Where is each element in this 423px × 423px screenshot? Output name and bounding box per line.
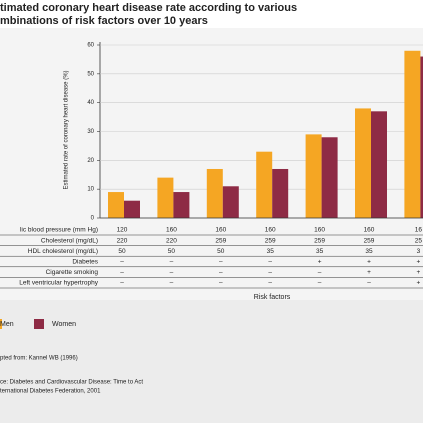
- table-cell: +: [318, 259, 322, 266]
- bar: [321, 137, 338, 218]
- table-cell: –: [268, 269, 272, 276]
- table-cell: –: [318, 269, 322, 276]
- note: ce: Diabetes and Cardiovascular Disease:…: [0, 380, 143, 386]
- table-cell: –: [219, 269, 223, 276]
- y-tick-label: 20: [87, 158, 94, 164]
- table-cell: –: [170, 280, 174, 287]
- row-label: Diabetes: [72, 259, 98, 266]
- table-cell: +: [367, 259, 371, 266]
- row-label: HDL cholesterol (mg/dL): [28, 248, 98, 255]
- table-cell: 120: [117, 227, 128, 234]
- table-cell: 160: [314, 227, 325, 234]
- table-cell: +: [367, 269, 371, 276]
- row-label: lic blood pressure (mm Hg): [20, 227, 98, 234]
- legend-swatch: [34, 319, 44, 329]
- table-cell: +: [417, 269, 421, 276]
- table-cell: 220: [117, 237, 128, 244]
- bar: [355, 108, 371, 218]
- table-cell: 160: [265, 227, 276, 234]
- table-cell: 35: [267, 248, 275, 255]
- chart-title: timated coronary heart disease rate acco…: [0, 2, 297, 14]
- table-cell: 259: [265, 237, 276, 244]
- bar: [206, 168, 223, 218]
- table-cell: –: [170, 259, 174, 266]
- table-cell: 50: [118, 248, 126, 255]
- bar: [272, 168, 289, 218]
- table-cell: 35: [316, 248, 324, 255]
- y-tick-label: 10: [87, 187, 94, 193]
- table-cell: 220: [166, 237, 177, 244]
- table-cell: 3: [417, 248, 421, 255]
- y-axis-label: Estimated rate of coronary heart disease…: [64, 70, 70, 189]
- y-tick-label: 50: [87, 71, 94, 77]
- table-cell: 50: [168, 248, 176, 255]
- y-tick-label: 30: [87, 129, 94, 135]
- table-cell: 50: [217, 248, 225, 255]
- table-cell: –: [367, 280, 371, 287]
- row-label: Cigarette smoking: [46, 269, 99, 276]
- table-cell: –: [120, 259, 124, 266]
- table-cell: 35: [365, 248, 373, 255]
- footer-band: [0, 300, 423, 423]
- y-tick-label: 0: [91, 216, 95, 222]
- table-cell: –: [219, 280, 223, 287]
- table-cell: –: [268, 259, 272, 266]
- legend-label: Men: [0, 321, 14, 328]
- table-cell: 160: [215, 227, 226, 234]
- legend-swatch: [0, 319, 2, 329]
- y-tick-label: 60: [87, 43, 94, 49]
- table-cell: –: [120, 269, 124, 276]
- row-label: Cholesterol (mg/dL): [41, 237, 98, 244]
- bar: [404, 50, 421, 219]
- bar: [157, 177, 174, 218]
- table-cell: 160: [364, 227, 375, 234]
- note: pted from: Kannel WB (1996): [0, 356, 78, 362]
- chart-title: mbinations of risk factors over 10 years: [0, 15, 208, 27]
- table-cell: +: [417, 259, 421, 266]
- table-cell: –: [120, 280, 124, 287]
- row-label: Left ventricular hypertrophy: [19, 280, 99, 287]
- bar: [173, 192, 190, 218]
- x-axis-label: Risk factors: [254, 294, 291, 301]
- table-cell: 160: [166, 227, 177, 234]
- chart-panel: [0, 28, 423, 300]
- bar: [256, 151, 273, 218]
- bar: [371, 111, 387, 218]
- bar: [108, 192, 124, 218]
- bar: [305, 134, 322, 218]
- legend-label: Women: [52, 321, 76, 328]
- table-cell: +: [417, 280, 421, 287]
- table-cell: 16: [415, 227, 423, 234]
- table-cell: 259: [364, 237, 375, 244]
- bar: [124, 200, 140, 218]
- table-cell: 259: [215, 237, 226, 244]
- note: ternational Diabetes Federation, 2001: [0, 389, 101, 395]
- table-cell: –: [219, 259, 223, 266]
- table-cell: –: [318, 280, 322, 287]
- bar: [222, 186, 239, 218]
- bar: [420, 56, 423, 219]
- table-cell: 25: [415, 237, 423, 244]
- table-cell: 259: [314, 237, 325, 244]
- table-cell: –: [268, 280, 272, 287]
- table-cell: –: [170, 269, 174, 276]
- y-tick-label: 40: [87, 100, 94, 106]
